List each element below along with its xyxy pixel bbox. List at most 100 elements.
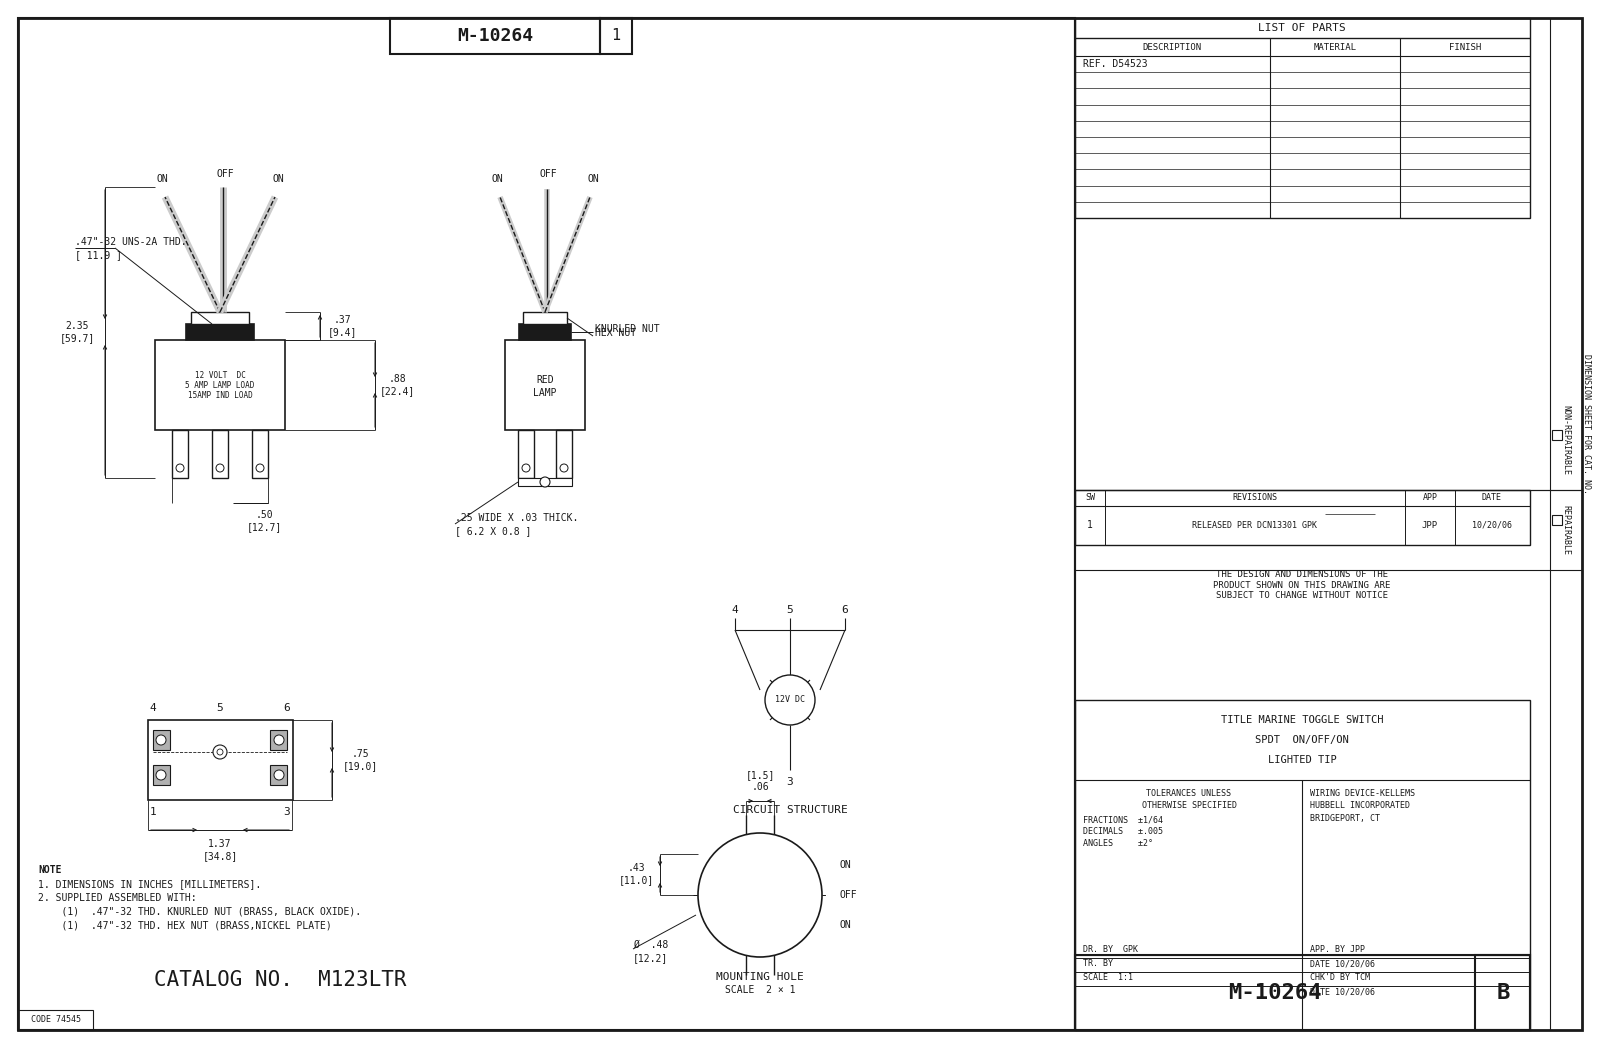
Bar: [523, 312, 566, 324]
Text: .50
[12.7]: .50 [12.7]: [246, 510, 282, 531]
Polygon shape: [270, 765, 286, 785]
Bar: [518, 430, 534, 478]
Text: 4: 4: [150, 703, 157, 713]
Text: 12 VOLT  DC: 12 VOLT DC: [195, 371, 245, 379]
Text: LAMP: LAMP: [533, 388, 557, 398]
Text: 1. DIMENSIONS IN INCHES [MILLIMETERS].: 1. DIMENSIONS IN INCHES [MILLIMETERS].: [38, 879, 261, 889]
Text: 5: 5: [787, 605, 794, 615]
Text: DATE 10/20/06: DATE 10/20/06: [1310, 960, 1374, 968]
Bar: [18, 18, 1075, 1030]
Text: DESCRIPTION: DESCRIPTION: [1142, 43, 1202, 51]
Circle shape: [157, 770, 166, 780]
Text: 1: 1: [150, 807, 157, 817]
Circle shape: [560, 464, 568, 472]
Text: [ 6.2 X 0.8 ]: [ 6.2 X 0.8 ]: [454, 526, 531, 536]
Bar: [147, 720, 293, 800]
Bar: [518, 324, 571, 340]
Circle shape: [274, 770, 285, 780]
Text: REF. D54523: REF. D54523: [1083, 59, 1147, 69]
Text: FRACTIONS  ±1/64: FRACTIONS ±1/64: [1083, 815, 1163, 825]
Text: HUBBELL INCORPORATED: HUBBELL INCORPORATED: [1310, 802, 1410, 810]
Bar: [155, 340, 285, 430]
Text: WIRING DEVICE-KELLEMS: WIRING DEVICE-KELLEMS: [1310, 789, 1414, 799]
Text: [12.2]: [12.2]: [634, 953, 669, 963]
Text: (1)  .47"-32 THD. KNURLED NUT (BRASS, BLACK OXIDE).: (1) .47"-32 THD. KNURLED NUT (BRASS, BLA…: [38, 907, 362, 917]
Text: CATALOG NO.  M123LTR: CATALOG NO. M123LTR: [154, 970, 406, 990]
Bar: [557, 430, 573, 478]
Text: APP: APP: [1422, 494, 1437, 502]
Text: (1)  .47"-32 THD. HEX NUT (BRASS,NICKEL PLATE): (1) .47"-32 THD. HEX NUT (BRASS,NICKEL P…: [38, 921, 331, 931]
Text: ON: ON: [587, 174, 598, 184]
Text: .43
[11.0]: .43 [11.0]: [618, 864, 654, 885]
Bar: [190, 312, 250, 324]
Bar: [1075, 490, 1530, 545]
Polygon shape: [154, 765, 170, 785]
Text: 3: 3: [283, 807, 290, 817]
Circle shape: [218, 749, 222, 755]
Text: MOUNTING HOLE: MOUNTING HOLE: [717, 971, 803, 982]
Circle shape: [765, 675, 814, 725]
Text: MATERIAL: MATERIAL: [1314, 43, 1357, 51]
Text: .75
[19.0]: .75 [19.0]: [342, 749, 378, 770]
Text: LIST OF PARTS: LIST OF PARTS: [1258, 23, 1346, 32]
Bar: [18, 1010, 93, 1030]
Text: CHK'D BY TCM: CHK'D BY TCM: [1310, 974, 1370, 983]
Text: ANGLES     ±2°: ANGLES ±2°: [1083, 839, 1154, 849]
Text: THE DESIGN AND DIMENSIONS OF THE
PRODUCT SHOWN ON THIS DRAWING ARE
SUBJECT TO CH: THE DESIGN AND DIMENSIONS OF THE PRODUCT…: [1213, 570, 1390, 599]
Text: RELEASED PER DCN13301 GPK: RELEASED PER DCN13301 GPK: [1192, 521, 1317, 529]
Text: LIGHTED TIP: LIGHTED TIP: [1267, 755, 1336, 765]
Circle shape: [522, 464, 530, 472]
Circle shape: [176, 464, 184, 472]
Text: 3: 3: [787, 777, 794, 787]
Text: OFF: OFF: [216, 169, 234, 179]
Text: [ 11.9 ]: [ 11.9 ]: [75, 250, 122, 260]
Text: SW: SW: [1085, 494, 1094, 502]
Text: 2. SUPPLIED ASSEMBLED WITH:: 2. SUPPLIED ASSEMBLED WITH:: [38, 893, 197, 903]
Circle shape: [698, 833, 822, 957]
Text: ON: ON: [840, 860, 851, 870]
Text: 5 AMP LAMP LOAD: 5 AMP LAMP LOAD: [186, 380, 254, 390]
Text: JPP: JPP: [1422, 521, 1438, 529]
Circle shape: [213, 745, 227, 759]
Text: M-10264: M-10264: [458, 27, 533, 45]
Text: ON: ON: [157, 174, 168, 184]
Bar: [1075, 700, 1530, 1030]
Text: .88
[22.4]: .88 [22.4]: [379, 374, 414, 396]
Text: 2.35
[59.7]: 2.35 [59.7]: [59, 321, 94, 343]
Text: ON: ON: [272, 174, 283, 184]
Text: DATE: DATE: [1482, 494, 1502, 502]
Text: 6: 6: [842, 605, 848, 615]
Text: KNURLED NUT: KNURLED NUT: [595, 324, 659, 334]
Text: ON: ON: [491, 174, 502, 184]
Text: FINISH: FINISH: [1450, 43, 1482, 51]
Text: 12V DC: 12V DC: [774, 696, 805, 704]
Text: 5: 5: [216, 703, 224, 713]
Text: [1.5]: [1.5]: [746, 770, 774, 780]
Circle shape: [216, 464, 224, 472]
Bar: [1075, 18, 1530, 218]
Text: [34.8]: [34.8]: [202, 851, 238, 861]
Bar: [506, 340, 586, 430]
Polygon shape: [154, 730, 170, 750]
Text: 6: 6: [283, 703, 290, 713]
Text: NOTE: NOTE: [38, 865, 61, 875]
Text: TR. BY: TR. BY: [1083, 960, 1114, 968]
Text: DECIMALS   ±.005: DECIMALS ±.005: [1083, 828, 1163, 836]
Text: OFF: OFF: [539, 169, 557, 179]
Text: B: B: [1496, 983, 1510, 1003]
Bar: [1552, 430, 1562, 440]
Text: 1: 1: [1086, 520, 1093, 530]
Text: 4: 4: [731, 605, 738, 615]
Text: .06: .06: [750, 782, 770, 792]
Bar: [173, 430, 189, 478]
Bar: [1075, 955, 1530, 1030]
Text: BRIDGEPORT, CT: BRIDGEPORT, CT: [1310, 813, 1379, 823]
Bar: [186, 324, 254, 340]
Text: SCALE  2 × 1: SCALE 2 × 1: [725, 985, 795, 995]
Text: 10/20/06: 10/20/06: [1472, 521, 1512, 529]
Text: 1.37: 1.37: [208, 839, 232, 849]
Text: TOLERANCES UNLESS: TOLERANCES UNLESS: [1147, 789, 1232, 799]
Bar: [518, 478, 573, 486]
Text: OTHERWISE SPECIFIED: OTHERWISE SPECIFIED: [1141, 802, 1237, 810]
Text: ON: ON: [840, 920, 851, 930]
